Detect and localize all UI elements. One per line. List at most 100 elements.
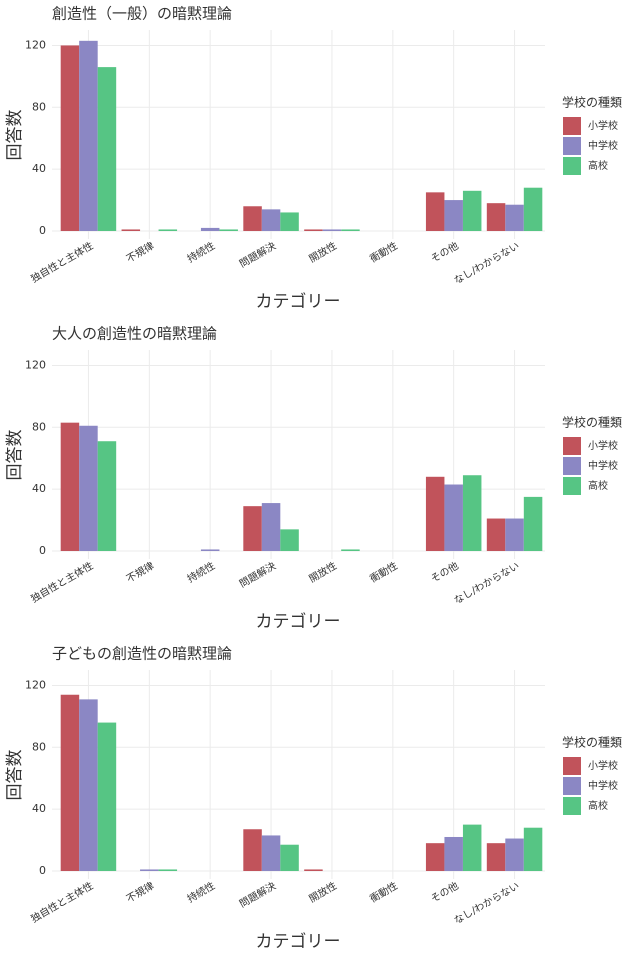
x-tick-label: 持続性: [185, 239, 217, 265]
x-tick-label: 開放性: [306, 239, 338, 265]
bar: [79, 425, 98, 551]
bar: [425, 476, 445, 551]
chart-title: 創造性（一般）の暗黙理論: [52, 5, 232, 23]
y-tick-label: 0: [39, 224, 46, 237]
bar: [444, 200, 463, 231]
bar: [505, 838, 524, 871]
y-tick-label: 80: [32, 100, 46, 113]
y-axis-label: 回答数: [5, 750, 25, 801]
bar: [280, 844, 299, 871]
y-tick-label: 120: [25, 678, 46, 691]
bar: [280, 529, 299, 551]
legend-title: 学校の種類: [562, 95, 622, 110]
bar: [219, 229, 238, 231]
y-tick-label: 0: [39, 864, 46, 877]
bar: [261, 209, 281, 231]
x-tick-label: なし/わからない: [452, 880, 522, 927]
x-tick-label: 問題解決: [237, 879, 278, 910]
bar: [523, 496, 543, 551]
x-tick-label: なし/わからない: [452, 560, 522, 607]
y-tick-label: 80: [32, 420, 46, 433]
y-tick-label: 40: [32, 482, 46, 495]
y-axis-label: 回答数: [5, 110, 25, 161]
bar: [341, 229, 360, 231]
legend-label: 中学校: [588, 139, 618, 152]
y-tick-label: 120: [25, 358, 46, 371]
bar: [341, 549, 360, 551]
x-tick-label: なし/わからない: [452, 240, 522, 287]
legend-label: 中学校: [588, 459, 618, 472]
bar: [462, 475, 482, 551]
legend-swatch: [563, 437, 581, 455]
y-tick-label: 0: [39, 544, 46, 557]
legend-title: 学校の種類: [562, 415, 622, 430]
bar: [462, 824, 482, 871]
bar: [322, 229, 342, 231]
x-tick-label: 問題解決: [237, 239, 278, 270]
x-tick-label: 持続性: [185, 559, 217, 585]
x-tick-label: 衝動性: [367, 559, 399, 585]
bar: [261, 835, 281, 871]
bar: [243, 506, 262, 551]
legend-label: 小学校: [588, 759, 618, 772]
bar: [444, 484, 463, 551]
legend-label: 中学校: [588, 779, 618, 792]
legend-label: 高校: [588, 799, 608, 812]
legend-swatch: [563, 477, 581, 495]
bar: [158, 869, 178, 871]
bar: [121, 229, 141, 231]
x-tick-label: 開放性: [306, 559, 338, 585]
x-tick-label: 不規律: [124, 239, 156, 265]
bar: [462, 190, 482, 231]
legend-swatch: [563, 797, 581, 815]
bar: [486, 203, 506, 231]
bar: [200, 227, 220, 231]
chart-title: 子どもの創造性の暗黙理論: [52, 645, 232, 663]
x-axis-label: カテゴリー: [256, 611, 341, 632]
legend-label: 小学校: [588, 119, 618, 132]
bar: [200, 549, 220, 551]
legend-swatch: [563, 137, 581, 155]
legend-label: 小学校: [588, 439, 618, 452]
bar: [79, 40, 98, 232]
x-tick-label: 独自性と主体性: [28, 239, 95, 285]
legend-title: 学校の種類: [562, 735, 622, 750]
x-tick-label: その他: [428, 559, 460, 585]
bar: [60, 45, 80, 231]
bar: [304, 229, 323, 231]
bar: [140, 869, 159, 871]
x-tick-label: 衝動性: [367, 239, 399, 265]
bar: [486, 843, 506, 871]
bar: [304, 869, 323, 871]
x-tick-label: 不規律: [124, 559, 156, 585]
bar: [79, 699, 98, 871]
legend-label: 高校: [588, 159, 608, 172]
bar: [523, 187, 543, 231]
legend-swatch: [563, 777, 581, 795]
legend-swatch: [563, 757, 581, 775]
bar: [97, 441, 117, 551]
bar: [486, 518, 506, 551]
x-tick-label: 独自性と主体性: [28, 559, 95, 605]
legend-swatch: [563, 457, 581, 475]
bar: [523, 827, 543, 871]
bar: [97, 722, 117, 871]
bar: [243, 829, 262, 871]
bar: [505, 204, 524, 231]
x-tick-label: 衝動性: [367, 879, 399, 905]
y-axis-label: 回答数: [5, 430, 25, 481]
bar: [261, 503, 281, 551]
legend-swatch: [563, 117, 581, 135]
bar: [444, 836, 463, 871]
bar: [97, 67, 117, 231]
bar: [425, 843, 445, 871]
legend-swatch: [563, 157, 581, 175]
bar: [60, 422, 80, 551]
bar: [243, 206, 262, 231]
x-tick-label: 不規律: [124, 879, 156, 905]
x-tick-label: その他: [428, 239, 460, 265]
y-tick-label: 80: [32, 740, 46, 753]
chart-title: 大人の創造性の暗黙理論: [52, 325, 217, 343]
bar: [280, 212, 299, 231]
legend-label: 高校: [588, 479, 608, 492]
